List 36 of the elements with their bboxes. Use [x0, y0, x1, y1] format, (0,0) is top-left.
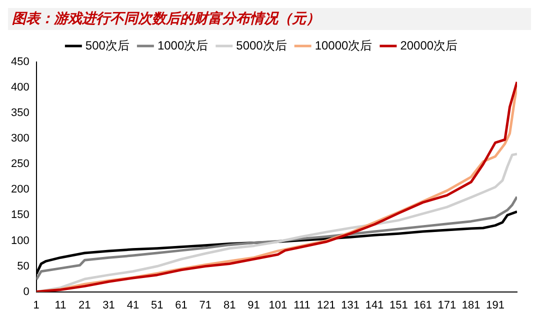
- y-tick-label: 300: [10, 132, 30, 145]
- y-tick-label: 350: [10, 107, 30, 120]
- x-tick-label: 1: [33, 299, 40, 312]
- x-tick-label: 61: [175, 299, 188, 312]
- y-tick-label: 250: [10, 158, 30, 170]
- y-tick-label: 450: [10, 56, 30, 68]
- x-tick-label: 101: [268, 299, 288, 312]
- legend-label: 5000次后: [236, 38, 287, 52]
- x-tick-label: 81: [223, 299, 236, 312]
- x-tick-label: 161: [414, 299, 432, 312]
- chart-title: 图表：游戏进行不同次数后的财富分布情况（元）: [8, 8, 531, 30]
- x-tick-label: 21: [78, 299, 91, 312]
- x-tick-label: 141: [365, 299, 384, 312]
- x-tick-label: 121: [317, 299, 336, 312]
- y-tick-label: 50: [17, 260, 30, 272]
- x-tick-label: 191: [486, 299, 504, 312]
- x-tick-label: 41: [126, 299, 140, 312]
- x-tick-label: 151: [389, 299, 408, 312]
- legend-label: 500次后: [85, 38, 130, 52]
- legend-label: 20000次后: [400, 38, 458, 52]
- y-tick-label: 150: [10, 209, 30, 222]
- x-tick-label: 111: [294, 299, 310, 312]
- x-tick-label: 31: [102, 299, 115, 312]
- x-tick-label: 131: [341, 299, 360, 312]
- x-tick-label: 91: [248, 299, 260, 312]
- y-tick-label: 100: [10, 234, 30, 247]
- x-tick-label: 51: [150, 299, 164, 312]
- legend-label: 10000次后: [314, 38, 372, 52]
- legend-label: 1000次后: [157, 38, 208, 52]
- y-tick-label: 400: [10, 82, 30, 94]
- y-tick-label: 0: [23, 286, 30, 298]
- y-tick-label: 200: [10, 184, 30, 196]
- x-tick-label: 11: [54, 299, 66, 312]
- x-tick-label: 71: [199, 299, 212, 312]
- x-tick-label: 171: [438, 299, 456, 312]
- x-tick-label: 181: [462, 299, 480, 312]
